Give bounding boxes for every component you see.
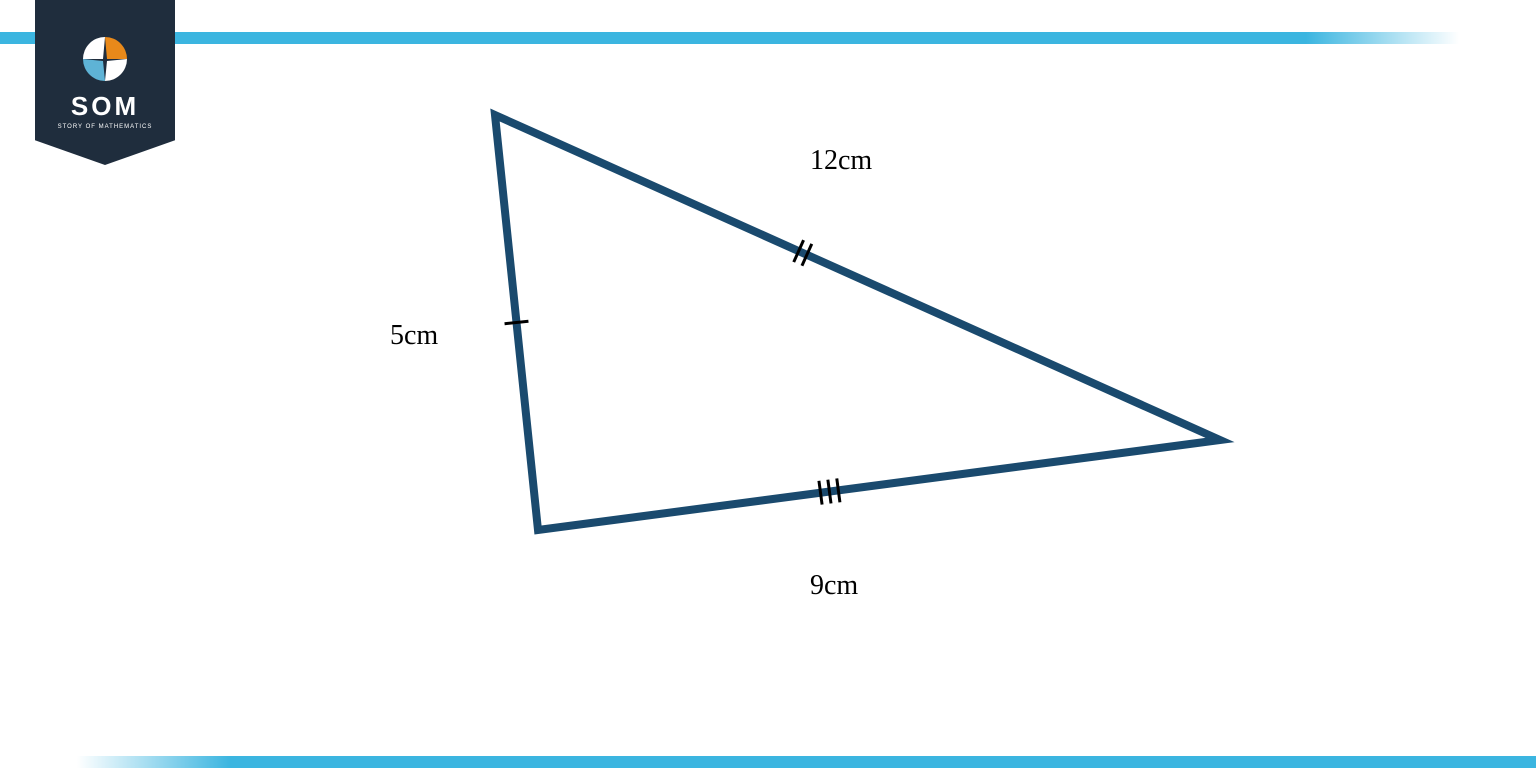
triangle-diagram: 5cm 12cm 9cm: [0, 0, 1536, 768]
tick-marks: [505, 240, 840, 504]
side-label-left: 5cm: [390, 320, 438, 352]
triangle-shape: [495, 115, 1220, 530]
triangle-svg: [0, 0, 1536, 768]
side-label-top: 12cm: [810, 145, 872, 177]
side-label-bottom: 9cm: [810, 570, 858, 602]
